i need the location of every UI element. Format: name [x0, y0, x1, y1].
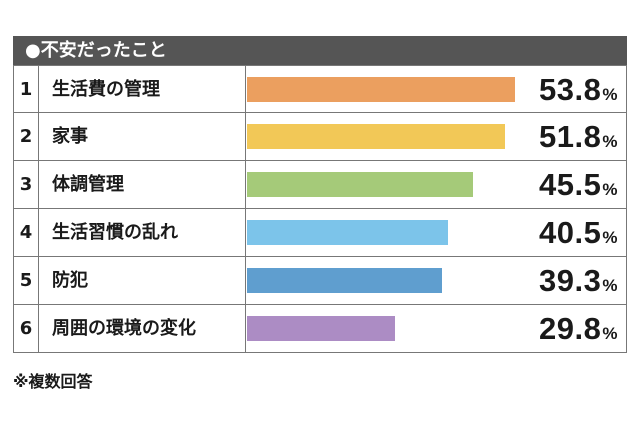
divider	[245, 66, 246, 112]
chart-row: 1 生活費の管理 53.8%	[14, 65, 626, 113]
data-label-unit: %	[602, 132, 618, 151]
bar	[247, 172, 474, 197]
data-label-unit: %	[602, 228, 618, 247]
divider	[245, 209, 246, 256]
data-label: 53.8%	[539, 66, 618, 112]
category-label: 防犯	[52, 270, 88, 291]
data-label-number: 29.8	[539, 311, 602, 346]
data-label-number: 45.5	[539, 167, 602, 202]
bar	[247, 268, 443, 293]
data-label: 29.8%	[539, 305, 618, 352]
rank-label: 6	[14, 305, 39, 352]
bar	[247, 220, 449, 245]
data-label: 40.5%	[539, 209, 618, 256]
rank-label: 4	[14, 209, 39, 256]
chart-table: 1 生活費の管理 53.8% 2 家事 51.8% 3 体調管理 45.5% 4 生活習慣の乱れ 40…	[13, 65, 627, 353]
chart-title: ●不安だったこと	[13, 36, 627, 65]
bar	[247, 124, 505, 149]
data-label-number: 53.8	[539, 72, 602, 107]
data-label-unit: %	[602, 324, 618, 343]
divider	[245, 257, 246, 304]
data-label-unit: %	[602, 180, 618, 199]
chart-row: 5 防犯 39.3%	[14, 257, 626, 305]
data-label-unit: %	[602, 85, 618, 104]
chart-row: 2 家事 51.8%	[14, 113, 626, 161]
rank-label: 2	[14, 113, 39, 160]
rank-label: 5	[14, 257, 39, 304]
rank-label: 3	[14, 161, 39, 208]
divider	[245, 305, 246, 352]
bar	[247, 316, 396, 341]
data-label: 45.5%	[539, 161, 618, 208]
data-label-number: 39.3	[539, 263, 602, 298]
chart-row: 3 体調管理 45.5%	[14, 161, 626, 209]
chart-row: 6 周囲の環境の変化 29.8%	[14, 305, 626, 353]
category-label: 家事	[52, 126, 88, 147]
data-label-unit: %	[602, 276, 618, 295]
category-label: 生活費の管理	[52, 79, 160, 100]
category-label: 体調管理	[52, 174, 124, 195]
category-label: 生活習慣の乱れ	[52, 222, 178, 243]
bar-chart: ●不安だったこと 1 生活費の管理 53.8% 2 家事 51.8% 3 体調管理 45.5% 4…	[13, 36, 627, 353]
rank-label: 1	[14, 66, 39, 112]
divider	[245, 113, 246, 160]
data-label: 51.8%	[539, 113, 618, 160]
data-label-number: 51.8	[539, 119, 602, 154]
data-label: 39.3%	[539, 257, 618, 304]
footnote: ※複数回答	[13, 372, 93, 391]
divider	[245, 161, 246, 208]
data-label-number: 40.5	[539, 215, 602, 250]
bar	[247, 77, 515, 102]
chart-row: 4 生活習慣の乱れ 40.5%	[14, 209, 626, 257]
category-label: 周囲の環境の変化	[52, 318, 196, 339]
